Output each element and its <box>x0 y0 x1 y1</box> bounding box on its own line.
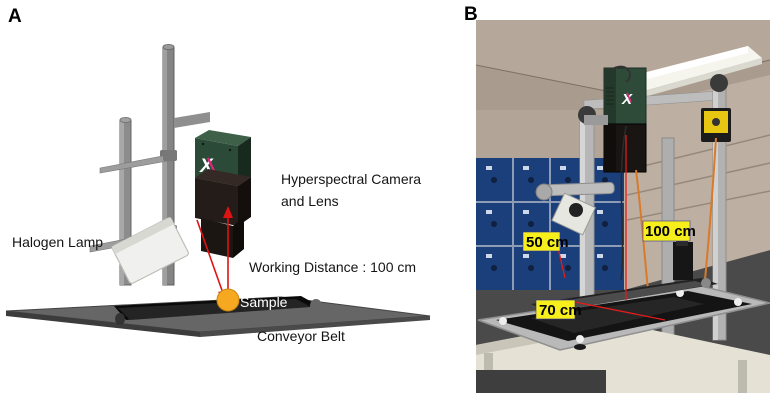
svg-text:Hyperspectral Camera: Hyperspectral Camera <box>281 171 421 187</box>
svg-text:Conveyor Belt: Conveyor Belt <box>257 328 345 344</box>
svg-text:50 cm: 50 cm <box>526 234 569 251</box>
svg-text:Halogen Lamp: Halogen Lamp <box>12 234 103 250</box>
svg-text:100 cm: 100 cm <box>645 223 696 240</box>
svg-text:Sample: Sample <box>240 294 288 310</box>
svg-text:and Lens: and Lens <box>281 193 339 209</box>
svg-text:Working Distance : 100 cm: Working Distance : 100 cm <box>249 259 416 275</box>
svg-text:70 cm: 70 cm <box>539 302 582 319</box>
